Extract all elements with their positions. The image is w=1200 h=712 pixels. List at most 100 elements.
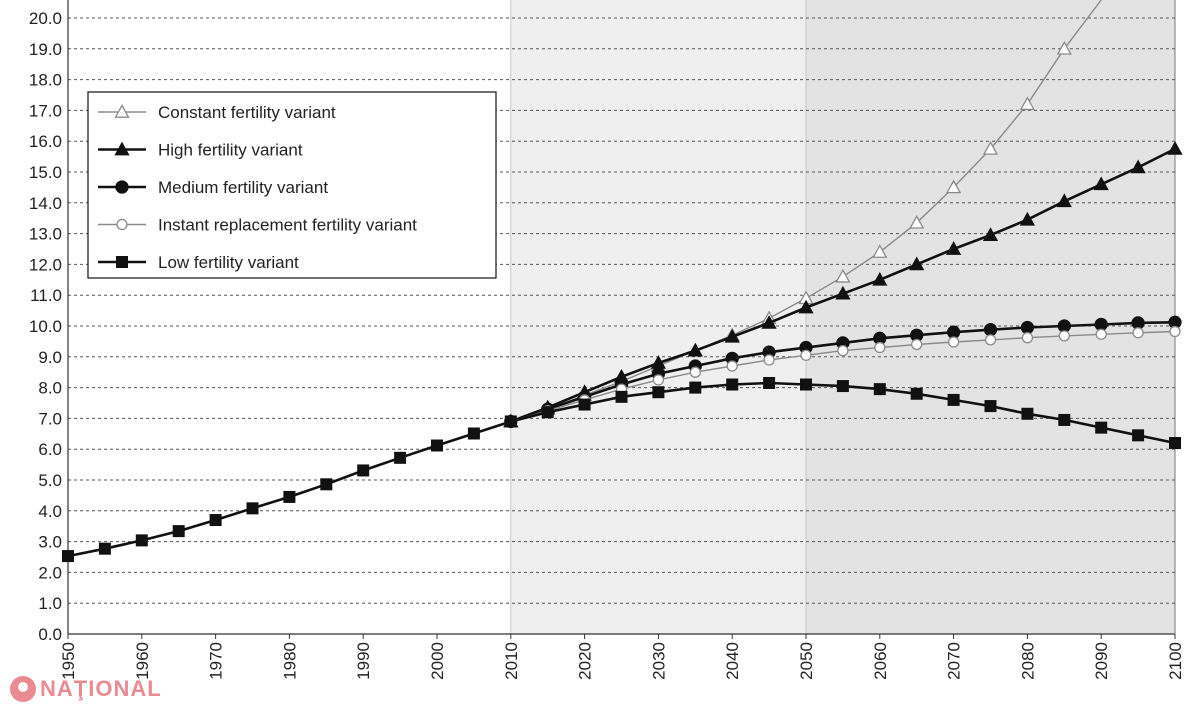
data-point	[726, 360, 738, 372]
data-point	[1058, 413, 1071, 426]
data-point	[283, 490, 296, 503]
data-point	[1021, 332, 1034, 344]
data-point	[209, 514, 222, 527]
series-4	[62, 376, 1181, 563]
x-tick-label: 1950	[59, 642, 78, 680]
data-point	[615, 390, 628, 403]
x-tick-label: 1980	[280, 642, 299, 680]
y-tick-label: 12.0	[29, 255, 62, 274]
x-tick-label: 1970	[207, 642, 226, 680]
data-point	[726, 378, 739, 391]
y-tick-label: 7.0	[38, 409, 62, 428]
x-tick-label: 2030	[649, 642, 668, 680]
data-point	[1094, 317, 1108, 332]
data-point	[1020, 320, 1035, 335]
data-point	[945, 179, 962, 194]
data-point	[911, 338, 923, 351]
y-tick-label: 11.0	[30, 286, 62, 305]
data-point	[172, 525, 185, 538]
legend-label: Instant replacement fertility variant	[158, 216, 417, 235]
data-point	[357, 464, 370, 477]
y-tick-label: 13.0	[29, 225, 62, 244]
data-point	[947, 336, 960, 348]
data-point	[837, 344, 849, 357]
y-tick-label: 10.0	[29, 317, 62, 336]
legend-label: Low fertility variant	[158, 253, 299, 272]
y-tick-label: 15.0	[29, 163, 62, 182]
data-point	[578, 398, 591, 411]
y-tick-label: 0.0	[38, 625, 62, 644]
data-point	[984, 334, 997, 346]
y-tick-label: 2.0	[38, 563, 62, 582]
data-point	[800, 378, 812, 391]
data-point	[724, 328, 740, 343]
shaded-projection-bands	[510, 0, 1175, 634]
data-point	[909, 256, 925, 271]
watermark-text: NAŢIONAL	[40, 676, 162, 701]
x-tick-label: 1990	[354, 642, 373, 680]
legend-label: High fertility variant	[158, 141, 303, 160]
data-point	[1093, 176, 1109, 191]
data-point	[689, 366, 701, 378]
data-point	[1019, 211, 1036, 226]
data-point	[983, 323, 998, 337]
data-point	[1131, 316, 1145, 330]
x-tick-label: 2050	[797, 642, 816, 680]
x-tick-label: 2000	[428, 642, 447, 680]
series-lines	[62, 0, 1183, 563]
x-tick-label: 2040	[723, 642, 742, 680]
data-point	[1021, 407, 1034, 420]
x-tick-label: 2100	[1166, 642, 1185, 680]
data-point	[1169, 437, 1181, 450]
data-point	[504, 415, 517, 428]
y-axis-tick-labels: 0.0 1.0 2.0 3.0 4.0 5.0 6.0 7.0 8.0 9.0 10.0 11.0 12…	[29, 9, 62, 644]
legend-marker	[114, 104, 130, 118]
data-point	[687, 342, 703, 357]
y-tick-label: 14.0	[29, 194, 62, 213]
data-point	[947, 393, 960, 406]
national-watermark: NAŢIONAL	[10, 676, 162, 702]
data-point	[1132, 327, 1144, 339]
data-point	[763, 354, 775, 366]
y-tick-label: 3.0	[38, 533, 62, 552]
x-tick-label: 2060	[871, 642, 890, 680]
data-point	[800, 349, 812, 361]
data-point	[836, 380, 849, 393]
data-point	[320, 478, 333, 491]
data-point	[431, 439, 443, 452]
data-point	[798, 299, 814, 314]
data-point	[689, 381, 702, 394]
x-tick-label: 1960	[133, 642, 152, 680]
legend-label: Medium fertility variant	[158, 178, 328, 197]
legend-marker	[116, 218, 128, 231]
data-point	[910, 387, 923, 400]
legend-marker	[115, 180, 129, 194]
y-tick-label: 1.0	[38, 594, 62, 613]
data-point	[541, 406, 554, 419]
data-point	[1132, 429, 1145, 442]
legend-marker	[116, 256, 128, 268]
data-point	[98, 542, 111, 555]
x-tick-label: 2010	[502, 642, 521, 680]
x-tick-label: 2020	[576, 642, 595, 680]
data-point	[872, 244, 888, 258]
data-point	[1056, 193, 1072, 208]
data-point	[1057, 319, 1071, 333]
data-point	[62, 550, 74, 563]
data-point	[135, 534, 148, 547]
data-point	[1095, 421, 1108, 434]
data-point	[1056, 40, 1072, 55]
legend-marker	[114, 141, 130, 156]
data-point	[1058, 330, 1070, 342]
y-tick-label: 19.0	[29, 40, 62, 59]
y-tick-label: 4.0	[38, 502, 62, 521]
data-point	[246, 502, 259, 515]
data-point	[946, 325, 961, 339]
y-tick-label: 8.0	[38, 379, 62, 398]
legend-label: Constant fertility variant	[158, 103, 336, 122]
data-point	[394, 451, 407, 464]
legend-box	[87, 91, 497, 279]
y-tick-label: 17.0	[29, 101, 62, 120]
x-tick-label: 2090	[1092, 642, 1111, 680]
data-point	[763, 376, 776, 389]
